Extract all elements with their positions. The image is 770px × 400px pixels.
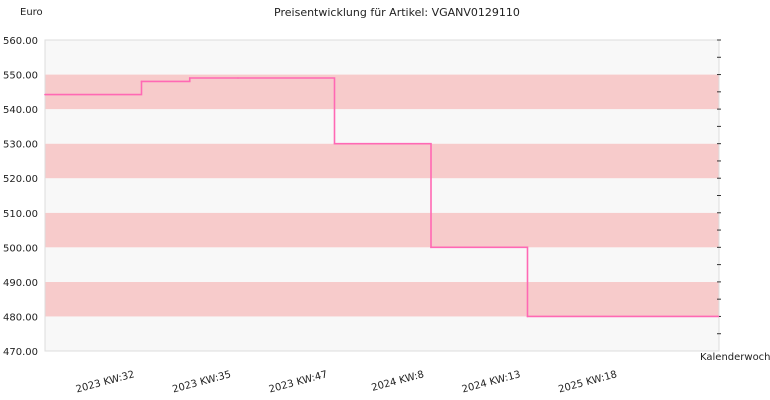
x-axis-ticks: 2023 KW:32 2023 KW:35 2023 KW:47 2024 KW:8 2… — [75, 369, 619, 395]
band-2 — [45, 247, 719, 282]
y-tick-label: 510.00 — [3, 209, 38, 220]
data-point — [188, 77, 191, 79]
price-series — [44, 77, 719, 318]
x-tick-label: 2023 KW:35 — [171, 369, 232, 395]
y-axis-ticks: 470.00 480.00 490.00 500.00 510.00 520.00 530.… — [3, 36, 38, 358]
x-tick-label: 2024 KW:13 — [461, 369, 522, 395]
x-tick-label: 2025 KW:18 — [557, 369, 618, 395]
y-tick-label: 550.00 — [3, 71, 38, 82]
y-tick-label: 560.00 — [3, 36, 38, 47]
band-6 — [45, 109, 719, 144]
y-tick-label: 470.00 — [3, 347, 38, 358]
y-axis-label: Euro — [20, 7, 43, 18]
y-tick-label: 500.00 — [3, 243, 38, 254]
data-point — [430, 246, 432, 249]
data-point — [140, 80, 143, 83]
band-5 — [45, 143, 719, 179]
data-point — [44, 93, 46, 96]
band-3 — [45, 212, 719, 248]
band-1 — [45, 281, 719, 317]
band-4 — [45, 178, 719, 213]
band-8 — [45, 40, 719, 75]
x-tick-label: 2024 KW:8 — [370, 369, 425, 394]
background-bands — [44, 39, 720, 352]
y-tick-label: 480.00 — [3, 312, 38, 323]
y-tick-label: 520.00 — [3, 174, 38, 185]
data-point — [333, 142, 336, 145]
data-point — [526, 315, 529, 318]
band-0 — [45, 316, 719, 351]
right-axis-ticks — [717, 39, 721, 335]
band-7 — [45, 74, 719, 110]
x-axis-label: Kalenderwoche — [700, 352, 770, 363]
x-tick-label: 2023 KW:32 — [75, 369, 136, 395]
y-tick-label: 530.00 — [3, 140, 38, 151]
y-tick-label: 490.00 — [3, 278, 38, 289]
chart-title: Preisentwicklung für Artikel: VGANV01291… — [274, 6, 520, 19]
x-tick-label: 2023 KW:47 — [268, 369, 329, 395]
y-tick-label: 540.00 — [3, 105, 38, 116]
data-point — [237, 77, 239, 79]
